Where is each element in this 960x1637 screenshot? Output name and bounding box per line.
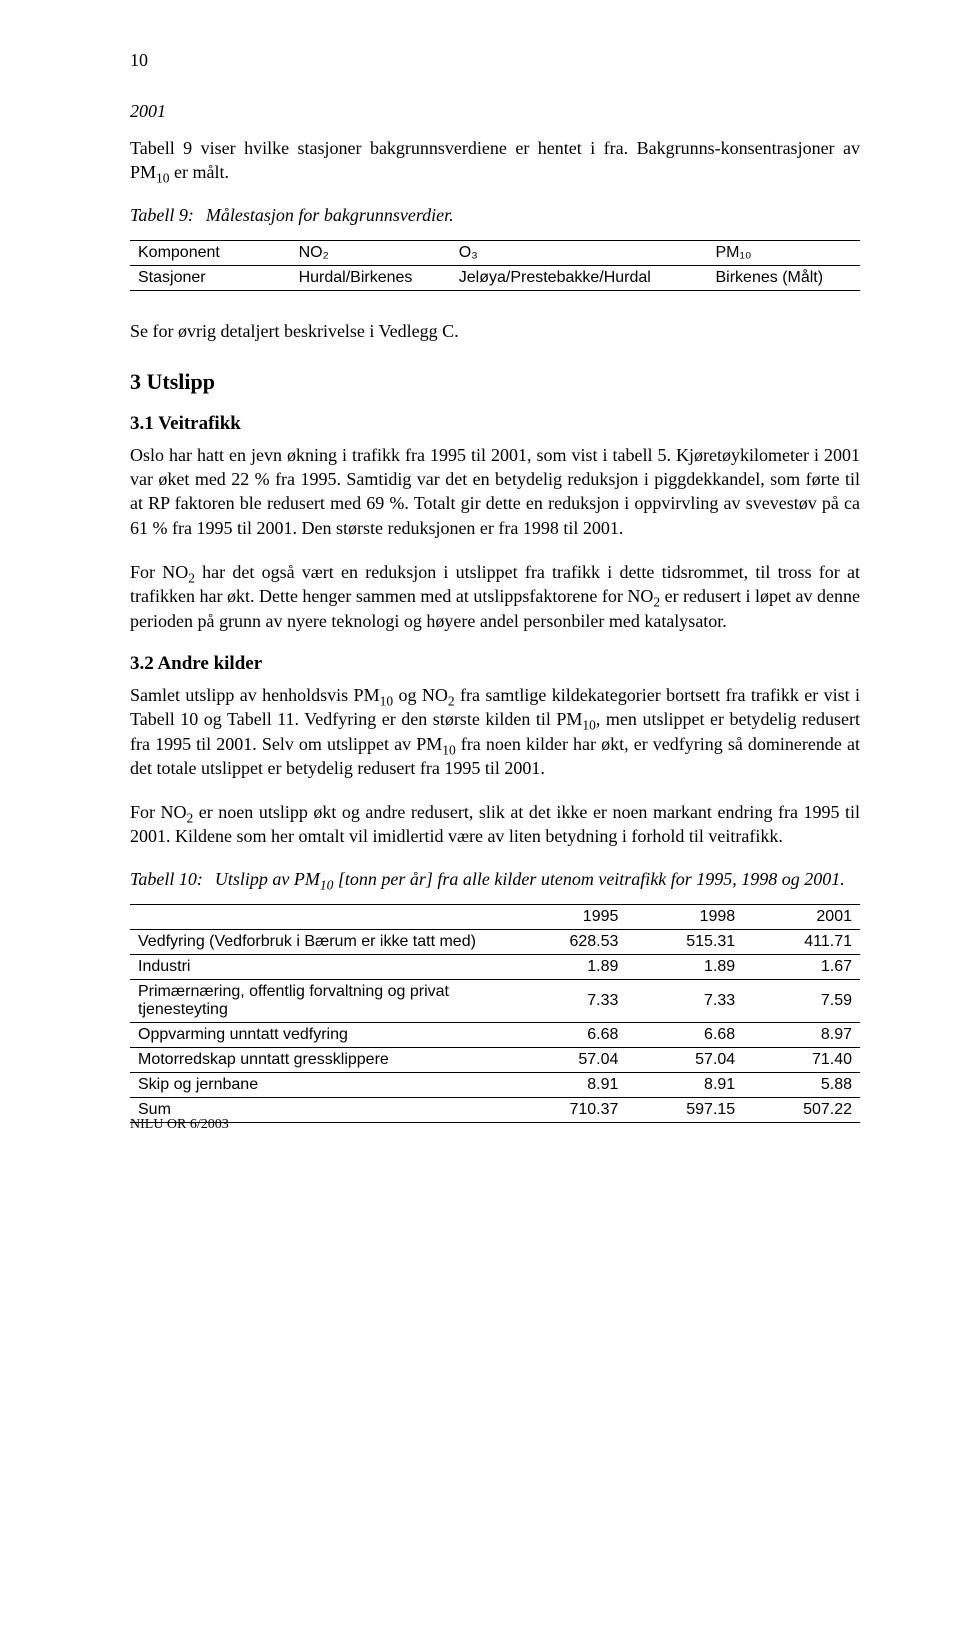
t10c3: 2001	[743, 904, 860, 929]
s2p1s4: 10	[442, 742, 456, 757]
sec3-2-p1: Samlet utslipp av henholdsvis PM10 og NO…	[130, 683, 860, 780]
table9-row: Stasjoner Hurdal/Birkenes Jeløya/Presteb…	[130, 265, 860, 290]
p2a: For NO	[130, 562, 188, 582]
t10r1c0: Industri	[130, 954, 510, 979]
t10cb: [tonn per år] fra alle kilder utenom vei…	[333, 869, 844, 889]
t10s1: 710.37	[510, 1097, 627, 1122]
table-row: Industri 1.89 1.89 1.67	[130, 954, 860, 979]
t10s3: 507.22	[743, 1097, 860, 1122]
t10r1c1: 1.89	[510, 954, 627, 979]
table-row: Skip og jernbane 8.91 8.91 5.88	[130, 1072, 860, 1097]
t10s2: 597.15	[626, 1097, 743, 1122]
t10r5c2: 8.91	[626, 1072, 743, 1097]
table9-header: Komponent NO₂ O₃ PM₁₀	[130, 240, 860, 265]
table-row: Motorredskap unntatt gressklippere 57.04…	[130, 1047, 860, 1072]
t10r3c3: 8.97	[743, 1022, 860, 1047]
page-footer: NILU OR 6/2003	[130, 1117, 229, 1133]
t9h2: O₃	[451, 240, 708, 265]
t10-caption-text: Utslipp av PM10 [tonn per år] fra alle k…	[215, 869, 860, 890]
t10cs: 10	[320, 877, 334, 892]
table-row: Primærnæring, offentlig forvaltning og p…	[130, 979, 860, 1022]
t10r4c2: 57.04	[626, 1047, 743, 1072]
table10: 1995 1998 2001 Vedfyring (Vedforbruk i B…	[130, 904, 860, 1123]
sec3-2-heading: 3.2 Andre kilder	[130, 653, 860, 675]
t10-caption-label: Tabell 10:	[130, 869, 203, 890]
t10r3c0: Oppvarming unntatt vedfyring	[130, 1022, 510, 1047]
t9h3: PM₁₀	[708, 240, 861, 265]
t10r1c2: 1.89	[626, 954, 743, 979]
sec3-heading: 3 Utslipp	[130, 369, 860, 395]
table9-caption: Tabell 9: Målestasjon for bakgrunnsverdi…	[130, 205, 860, 226]
table9-caption-label: Tabell 9:	[130, 205, 194, 226]
t10r2c3: 7.59	[743, 979, 860, 1022]
sec3-1-heading: 3.1 Veitrafikk	[130, 413, 860, 435]
s2p1b: og NO	[393, 685, 448, 705]
p2s1: 2	[188, 571, 195, 586]
t9r2: Jeløya/Prestebakke/Hurdal	[451, 265, 708, 290]
sec3-2-p2: For NO2 er noen utslipp økt og andre red…	[130, 800, 860, 849]
intro-p1a: Tabell 9 viser hvilke stasjoner bakgrunn…	[130, 138, 860, 182]
t10r0c2: 515.31	[626, 929, 743, 954]
table10-caption: Tabell 10: Utslipp av PM10 [tonn per år]…	[130, 869, 860, 890]
t10r0c0: Vedfyring (Vedforbruk i Bærum er ikke ta…	[130, 929, 510, 954]
intro-p1-sub: 10	[156, 171, 170, 186]
t10r0c3: 411.71	[743, 929, 860, 954]
s2p1s1: 10	[380, 694, 394, 709]
t9r0: Stasjoner	[130, 265, 291, 290]
t9r3: Birkenes (Målt)	[708, 265, 861, 290]
t10r3c2: 6.68	[626, 1022, 743, 1047]
table9: Komponent NO₂ O₃ PM₁₀ Stasjoner Hurdal/B…	[130, 240, 860, 291]
t10c1: 1995	[510, 904, 627, 929]
t10r4c1: 57.04	[510, 1047, 627, 1072]
t10r4c0: Motorredskap unntatt gressklippere	[130, 1047, 510, 1072]
t10r2c1: 7.33	[510, 979, 627, 1022]
sec3-1-p2: For NO2 har det også vært en reduksjon i…	[130, 560, 860, 633]
s2p2b: er noen utslipp økt og andre redusert, s…	[130, 802, 860, 846]
t10r1c3: 1.67	[743, 954, 860, 979]
t10r3c1: 6.68	[510, 1022, 627, 1047]
t10r5c3: 5.88	[743, 1072, 860, 1097]
intro-paragraph: Tabell 9 viser hvilke stasjoner bakgrunn…	[130, 136, 860, 185]
s2p2a: For NO	[130, 802, 187, 822]
table9-caption-text: Målestasjon for bakgrunnsverdier.	[206, 205, 860, 226]
s2p1a: Samlet utslipp av henholdsvis PM	[130, 685, 380, 705]
t9r1: Hurdal/Birkenes	[291, 265, 451, 290]
t9h0: Komponent	[130, 240, 291, 265]
t10c2: 1998	[626, 904, 743, 929]
year-heading: 2001	[130, 101, 860, 122]
t9h1: NO₂	[291, 240, 451, 265]
post-table9: Se for øvrig detaljert beskrivelse i Ved…	[130, 319, 860, 343]
sec3-1-p1: Oslo har hatt en jevn økning i trafikk f…	[130, 443, 860, 540]
t10c0	[130, 904, 510, 929]
t10r2c0: Primærnæring, offentlig forvaltning og p…	[130, 979, 510, 1022]
s2p1s3: 10	[582, 718, 596, 733]
intro-p1b: er målt.	[170, 162, 229, 182]
t10r2c2: 7.33	[626, 979, 743, 1022]
t10ca: Utslipp av PM	[215, 869, 320, 889]
t10r4c3: 71.40	[743, 1047, 860, 1072]
table-sum-row: Sum 710.37 597.15 507.22	[130, 1097, 860, 1122]
page-number: 10	[130, 50, 860, 71]
s2p1s2: 2	[448, 694, 455, 709]
table-row: Oppvarming unntatt vedfyring 6.68 6.68 8…	[130, 1022, 860, 1047]
t10r0c1: 628.53	[510, 929, 627, 954]
table-row: Vedfyring (Vedforbruk i Bærum er ikke ta…	[130, 929, 860, 954]
t10r5c1: 8.91	[510, 1072, 627, 1097]
t10r5c0: Skip og jernbane	[130, 1072, 510, 1097]
t10-header: 1995 1998 2001	[130, 904, 860, 929]
